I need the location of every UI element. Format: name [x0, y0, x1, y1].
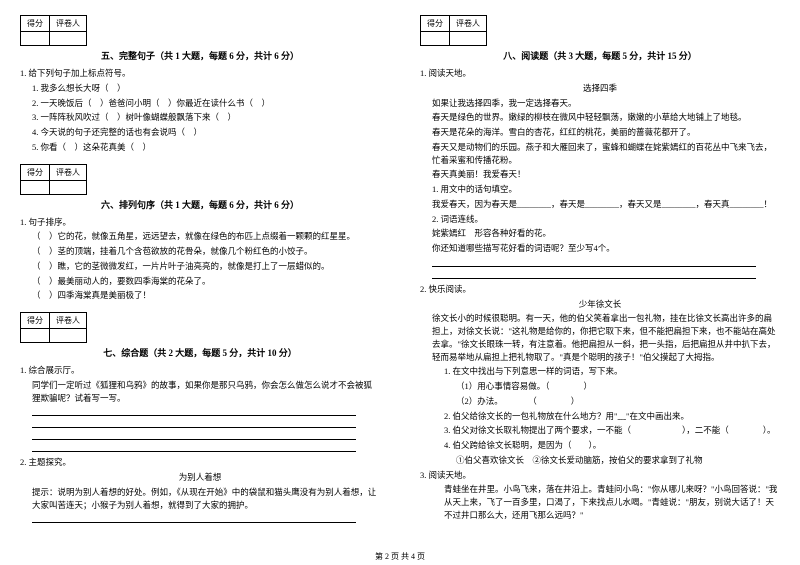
q8-3: 3. 阅读天地。 — [420, 469, 780, 482]
blank-line — [32, 430, 356, 440]
q6-1-4: （ ）最美丽动人的，要数四季海棠的花朵了。 — [20, 275, 380, 288]
q5-1-1: 1. 我多么想长大呀（ ） — [20, 82, 380, 95]
q6-1-1: （ ）它的花，就像五角星，远远望去，就像在绿色的布匹上点缀着一颗颗的红星星。 — [20, 230, 380, 243]
q8-2: 2. 快乐阅读。 — [420, 283, 780, 296]
section-5-title: 五、完整句子（共 1 大题，每题 6 分，共计 6 分） — [20, 49, 380, 62]
section-6-title: 六、排列句序（共 1 大题，每题 6 分，共计 6 分） — [20, 198, 380, 211]
q8-1-p4: 春天又是动物们的乐园。燕子和大雁回来了，蜜蜂和蝴蝶在姹紫嫣红的百花丛中飞来飞去，… — [420, 141, 780, 167]
section-8-title: 八、阅读题（共 3 大题，每题 5 分，共计 15 分） — [420, 49, 780, 62]
grader-label: 评卷人 — [50, 16, 87, 32]
q5-1-3: 3. 一阵阵秋风吹过（ ）树叶像蝴蝶般飘落下来（ ） — [20, 111, 380, 124]
blank-line — [32, 406, 356, 416]
q8-2-sub2: 2. 伯父给徐文长的一包礼物放在什么地方？用"﹏"在文中画出来。 — [420, 410, 780, 423]
score-box-7: 得分评卷人 — [20, 312, 380, 343]
blank-line — [32, 442, 356, 452]
blank-line — [432, 269, 756, 279]
q8-2-p1: 徐文长小的时候很聪明。有一天，他的伯父笑着拿出一包礼物，挂在比徐文长高出许多的扁… — [420, 312, 780, 363]
blank-line — [32, 513, 356, 523]
score-label: 得分 — [21, 16, 50, 32]
q5-1-4: 4. 今天说的句子还完整的话也有会说吗（ ） — [20, 126, 380, 139]
q8-1-p5: 春天真美丽！我爱春天！ — [420, 168, 780, 181]
q8-1-sub2-q: 你还知道哪些描写花好看的词语呢？至少写4个。 — [420, 242, 780, 255]
q8-1-title: 选择四季 — [420, 82, 780, 95]
q7-1-text: 同学们一定听过《狐狸和乌鸦》的故事，如果你是那只乌鸦，你会怎么做怎么说才不会被狐… — [20, 379, 380, 405]
q6-1-3: （ ）瞧，它的茎微微发红，一片片叶子油亮亮的，就像是打上了一层蜡似的。 — [20, 260, 380, 273]
q8-1-p2: 春天是绿色的世界。嫩绿的柳枝在微风中轻轻飘荡，嫩嫩的小草给大地铺上了地毯。 — [420, 111, 780, 124]
section-7-title: 七、综合题（共 2 大题，每题 5 分，共计 10 分） — [20, 346, 380, 359]
q5-1: 1. 给下列句子加上标点符号。 — [20, 67, 380, 80]
q8-2-sub1-2: （2）办法。 （ ） — [420, 395, 780, 408]
score-box-5: 得分评卷人 — [20, 15, 380, 46]
score-box-8: 得分评卷人 — [420, 15, 780, 46]
q8-1-p1: 如果让我选择四季，我一定选择春天。 — [420, 97, 780, 110]
page-footer: 第 2 页 共 4 页 — [0, 551, 800, 562]
q6-1-5: （ ）四季海棠真是美丽极了！ — [20, 289, 380, 302]
q6-1: 1. 句子排序。 — [20, 216, 380, 229]
blank-line — [432, 257, 756, 267]
q6-1-2: （ ）茎的顶端，挂着几个含苞欲放的花骨朵，就像几个粉红色的小饺子。 — [20, 245, 380, 258]
q7-2: 2. 主题探究。 — [20, 456, 380, 469]
q8-2-sub3: 3. 伯父对徐文长取礼物提出了两个要求，一不能（ ），二不能（ ）。 — [420, 424, 780, 437]
q8-1-p3: 春天是花朵的海洋。雪白的杏花，红红的桃花，美丽的蔷薇花都开了。 — [420, 126, 780, 139]
q7-2-title: 为别人着想 — [20, 471, 380, 484]
q8-1-sub1: 1. 用文中的话句填空。 — [420, 183, 780, 196]
q8-1-sub2-text: 姹紫嫣红 形容各种好看的花。 — [420, 227, 780, 240]
q5-1-2: 2. 一天晚饭后（ ）爸爸问小明（ ）你最近在读什么书（ ） — [20, 97, 380, 110]
q8-3-p1: 青蛙坐在井里。小鸟飞来，落在井沿上。青蛙问小鸟："你从哪儿来呀？"小鸟回答说："… — [420, 483, 780, 521]
q8-2-sub4-1: ①伯父喜欢徐文长 ②徐文长爱动脑筋，按伯父的要求拿到了礼物 — [420, 454, 780, 467]
q8-1: 1. 阅读天地。 — [420, 67, 780, 80]
q8-1-sub2: 2. 词语连线。 — [420, 213, 780, 226]
score-box-6: 得分评卷人 — [20, 164, 380, 195]
q8-2-sub1-1: （1）用心事情容易做。（ ） — [420, 380, 780, 393]
q5-1-5: 5. 你看（ ）这朵花真美（ ） — [20, 141, 380, 154]
q8-2-sub4: 4. 伯父跨给徐文长聪明，是因为（ ）。 — [420, 439, 780, 452]
q7-2-text: 提示：说明为别人着想的好处。例如，《从现在开始》中的袋鼠和猫头鹰没有为别人着想，… — [20, 486, 380, 512]
q7-1: 1. 综合展示厅。 — [20, 364, 380, 377]
blank-line — [32, 418, 356, 428]
q8-2-sub1: 1. 在文中找出与下列意思一样的词语，写下来。 — [420, 365, 780, 378]
q8-1-sub1-text: 我爱春天，因为春天是________，春天是________，春天又是_____… — [420, 198, 780, 211]
q8-2-title: 少年徐文长 — [420, 298, 780, 311]
